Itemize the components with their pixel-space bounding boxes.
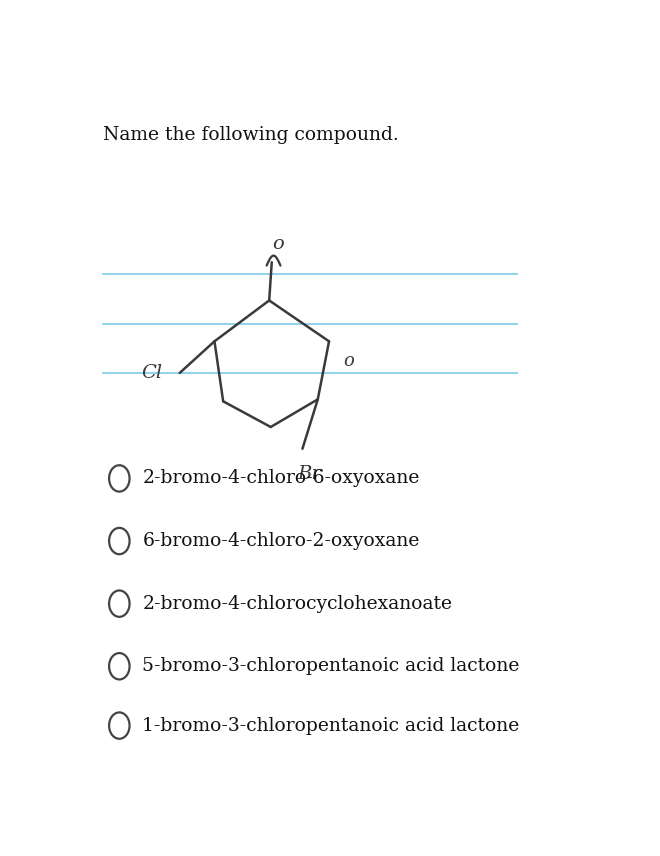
Text: Cl: Cl bbox=[141, 364, 162, 382]
Text: 6-bromo-4-chloro-2-oxyoxane: 6-bromo-4-chloro-2-oxyoxane bbox=[143, 532, 420, 550]
Text: 5-bromo-3-chloropentanoic acid lactone: 5-bromo-3-chloropentanoic acid lactone bbox=[143, 657, 519, 675]
Text: Name the following compound.: Name the following compound. bbox=[103, 126, 399, 144]
Text: o: o bbox=[273, 235, 284, 253]
Text: 2-bromo-4-chlorocyclohexanoate: 2-bromo-4-chlorocyclohexanoate bbox=[143, 595, 452, 613]
Text: 1-bromo-3-chloropentanoic acid lactone: 1-bromo-3-chloropentanoic acid lactone bbox=[143, 716, 519, 734]
Text: o: o bbox=[343, 352, 354, 370]
Text: 2-bromo-4-chloro-6-oxyoxane: 2-bromo-4-chloro-6-oxyoxane bbox=[143, 469, 420, 487]
Text: Br: Br bbox=[297, 466, 321, 484]
